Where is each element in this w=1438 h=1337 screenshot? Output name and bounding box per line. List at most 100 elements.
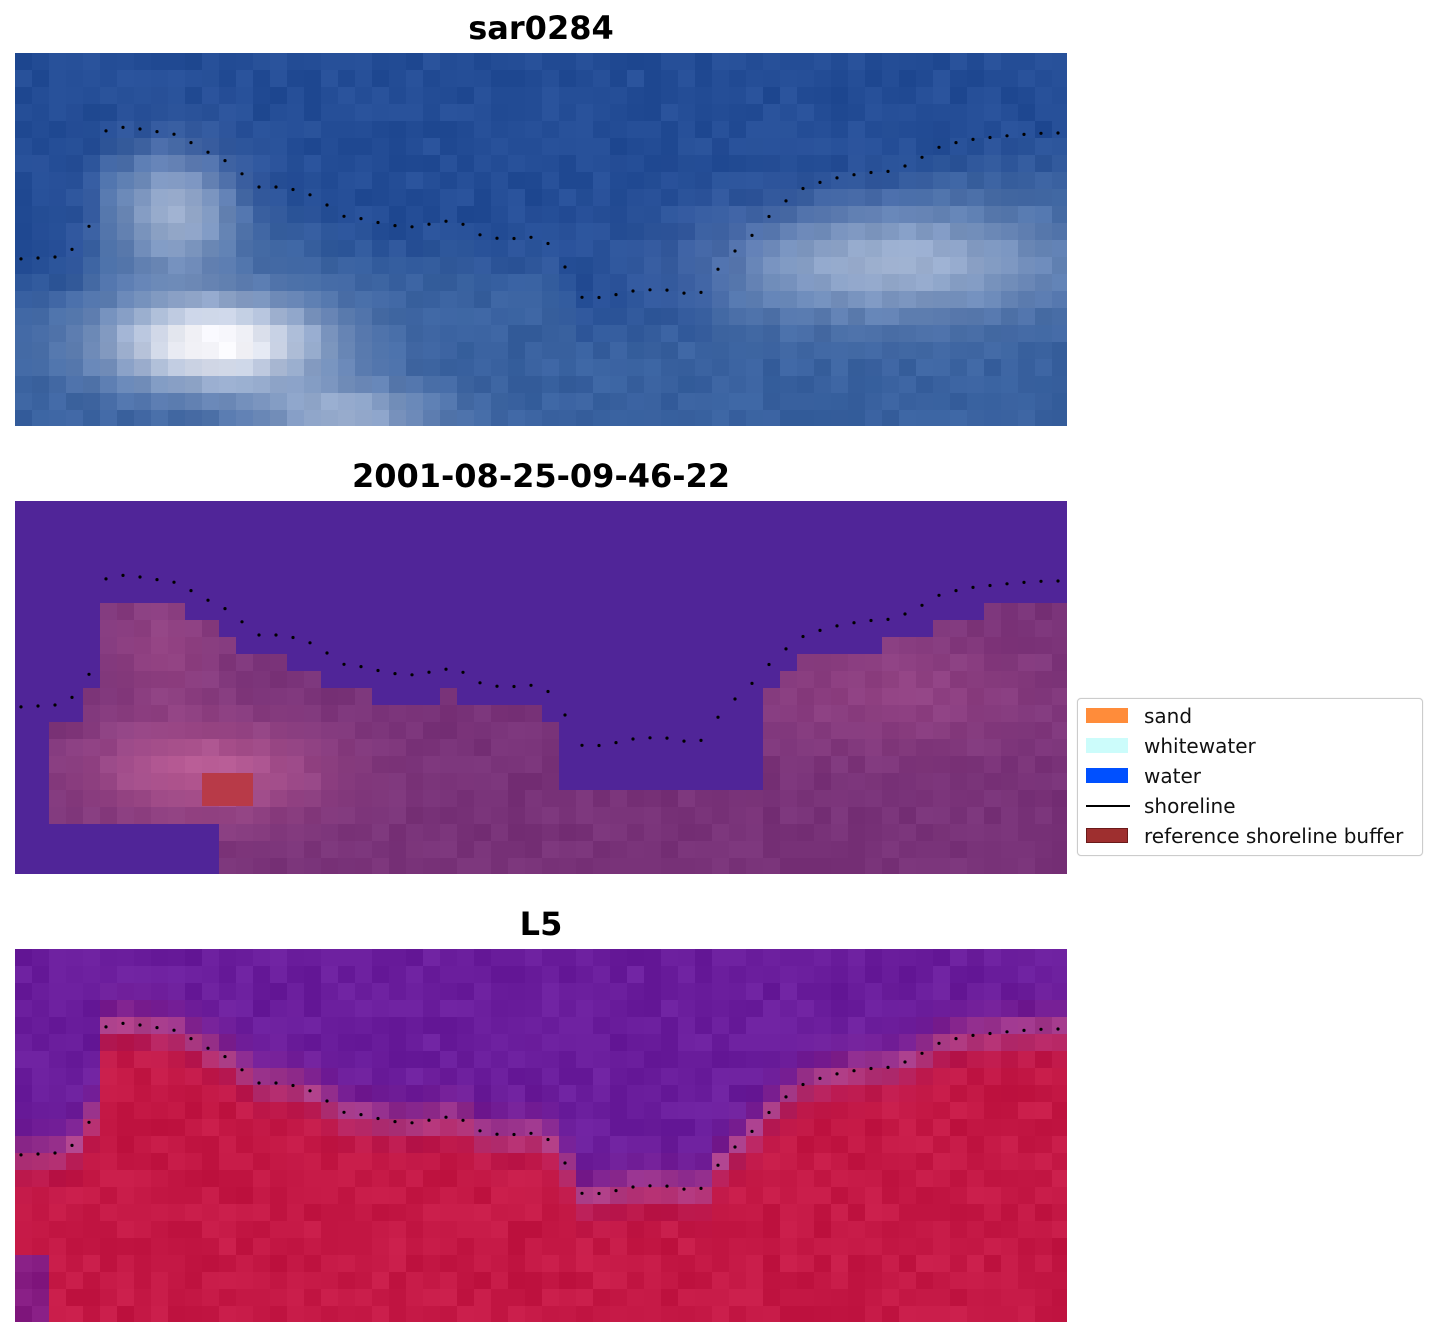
image-pixel (661, 87, 679, 105)
image-pixel (236, 155, 254, 173)
image-pixel (253, 53, 271, 71)
image-pixel (1035, 257, 1053, 275)
image-pixel (763, 376, 781, 394)
shoreline-dot (240, 620, 244, 624)
index-pixel (576, 983, 594, 1001)
index-pixel (593, 1085, 611, 1103)
index-pixel (321, 1051, 339, 1069)
image-pixel (661, 325, 679, 343)
classified-pixel (729, 586, 747, 604)
shoreline-dot (971, 1033, 975, 1037)
image-pixel (831, 257, 849, 275)
classified-pixel (117, 518, 135, 536)
image-pixel (678, 206, 696, 224)
index-pixel (100, 1034, 118, 1052)
classified-pixel (423, 705, 441, 723)
classified-pixel (508, 620, 526, 638)
image-pixel (678, 121, 696, 139)
index-pixel (406, 1136, 424, 1154)
image-pixel (967, 291, 985, 309)
classified-pixel (576, 705, 594, 723)
index-pixel (848, 1187, 866, 1205)
index-pixel (185, 1000, 203, 1018)
image-pixel (814, 155, 832, 173)
classified-pixel (49, 518, 67, 536)
classified-pixel (151, 773, 169, 791)
index-pixel (814, 1238, 832, 1256)
classified-pixel (457, 841, 475, 859)
image-pixel (236, 104, 254, 122)
classified-pixel (644, 654, 662, 672)
index-pixel (695, 983, 713, 1001)
image-pixel (219, 172, 237, 190)
classified-pixel (542, 586, 560, 604)
image-pixel (559, 223, 577, 241)
index-pixel (1052, 1051, 1067, 1069)
image-pixel (950, 240, 968, 258)
index-pixel (270, 949, 288, 967)
image-pixel (814, 291, 832, 309)
legend-label-buffer: reference shoreline buffer (1144, 824, 1404, 848)
classified-pixel (1035, 620, 1053, 638)
index-pixel (967, 1068, 985, 1086)
image-pixel (202, 257, 220, 275)
image-pixel (882, 359, 900, 377)
classified-pixel (185, 671, 203, 689)
classified-pixel (593, 518, 611, 536)
classified-pixel (576, 501, 594, 519)
classified-pixel (1001, 501, 1019, 519)
index-pixel (576, 1187, 594, 1205)
classified-pixel (32, 807, 50, 825)
classified-pixel (797, 858, 815, 874)
index-pixel (406, 1221, 424, 1239)
image-pixel (83, 376, 101, 394)
index-pixel (865, 1221, 883, 1239)
classified-pixel (933, 756, 951, 774)
image-pixel (678, 257, 696, 275)
classified-pixel (950, 518, 968, 536)
image-pixel (559, 342, 577, 360)
image-pixel (576, 274, 594, 292)
classified-pixel (117, 790, 135, 808)
image-pixel (763, 393, 781, 411)
index-pixel (440, 1204, 458, 1222)
index-pixel (780, 1051, 798, 1069)
classified-pixel (627, 501, 645, 519)
index-pixel (967, 1272, 985, 1290)
classified-pixel (100, 841, 118, 859)
index-pixel (967, 966, 985, 984)
index-pixel (406, 1034, 424, 1052)
image-pixel (202, 121, 220, 139)
image-pixel (83, 70, 101, 88)
image-pixel (508, 308, 526, 326)
classified-pixel (542, 552, 560, 570)
classified-pixel (32, 552, 50, 570)
image-pixel (1001, 291, 1019, 309)
image-pixel (49, 342, 67, 360)
classified-pixel (1018, 722, 1036, 740)
classified-pixel (389, 569, 407, 587)
index-pixel (814, 1153, 832, 1171)
index-pixel (593, 1255, 611, 1273)
index-pixel (49, 1289, 67, 1307)
index-pixel (695, 1187, 713, 1205)
shoreline-dot (461, 1118, 465, 1122)
image-pixel (508, 121, 526, 139)
image-pixel (916, 223, 934, 241)
image-pixel (202, 70, 220, 88)
classified-pixel (151, 841, 169, 859)
image-pixel (899, 155, 917, 173)
index-pixel (83, 966, 101, 984)
classified-pixel (219, 637, 237, 655)
classified-pixel (32, 603, 50, 621)
index-pixel (440, 1051, 458, 1069)
image-pixel (49, 87, 67, 105)
classified-pixel (1018, 841, 1036, 859)
classified-pixel (831, 535, 849, 553)
index-pixel (967, 1170, 985, 1188)
shoreline-dot (342, 214, 346, 218)
classified-pixel (780, 705, 798, 723)
classified-pixel (100, 688, 118, 706)
classified-pixel (1052, 807, 1067, 825)
image-pixel (372, 53, 390, 71)
